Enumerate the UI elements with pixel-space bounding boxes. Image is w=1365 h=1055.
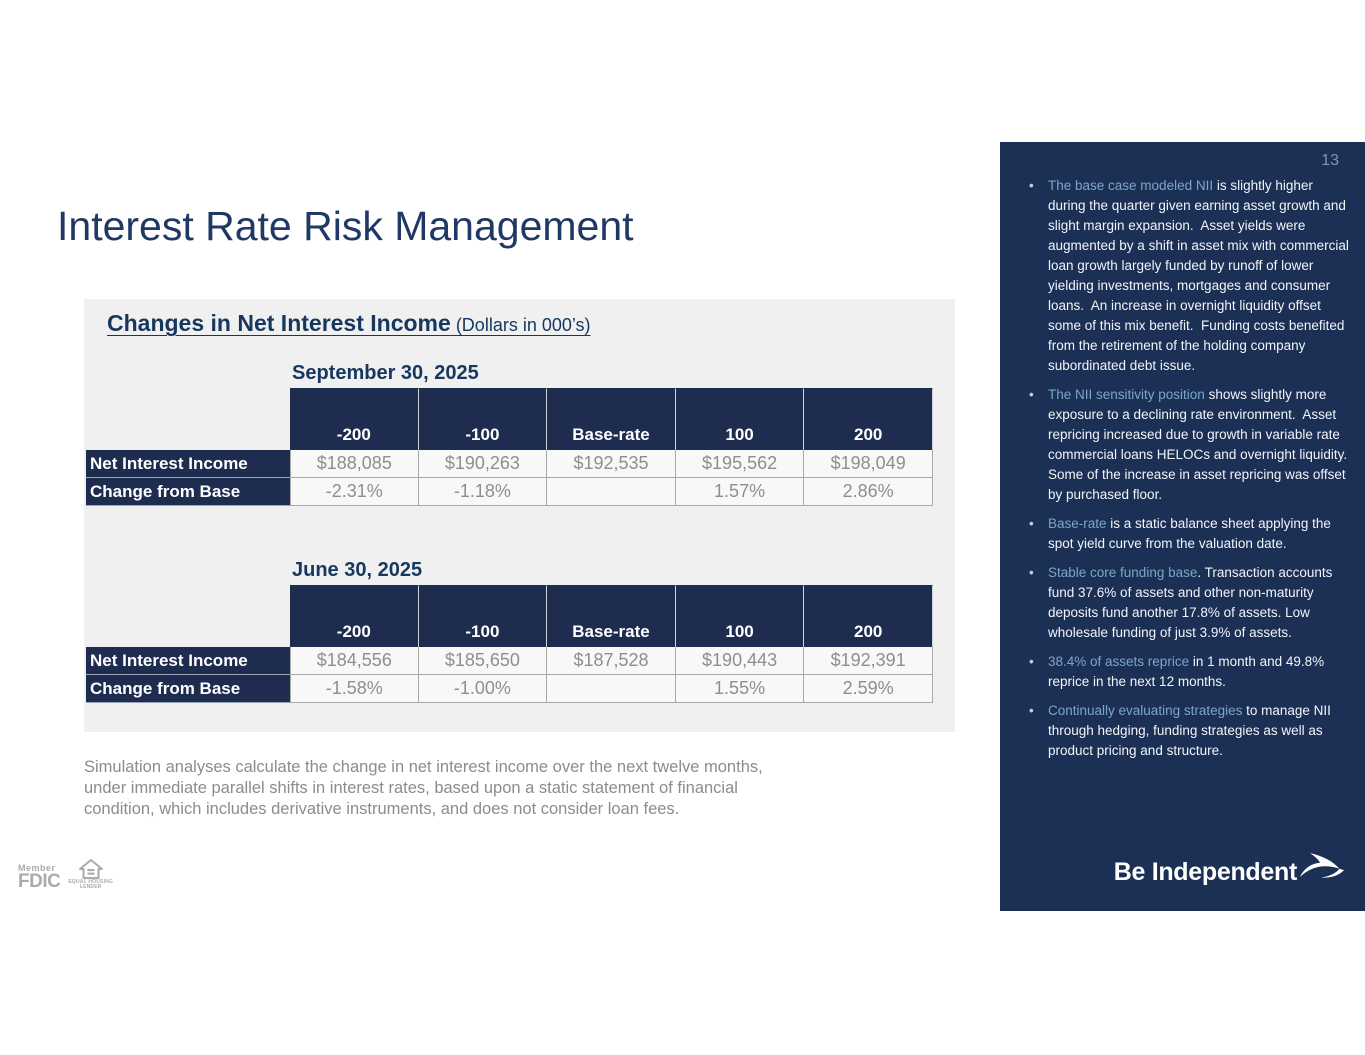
column-header: -200 bbox=[290, 388, 419, 450]
bullet-highlight: The base case modeled NII bbox=[1048, 178, 1214, 193]
equal-housing-lender-logo: EQUAL HOUSING LENDER bbox=[68, 858, 113, 890]
bullet-stable-core-funding: Stable core funding base. Transaction ac… bbox=[1029, 563, 1354, 643]
table-cell: -1.18% bbox=[418, 478, 548, 506]
table-cell: $198,049 bbox=[804, 450, 933, 478]
bullet-base-rate: Base-rate is a static balance sheet appl… bbox=[1029, 514, 1354, 554]
equal-housing-icon bbox=[78, 859, 103, 879]
table-september: -200 -100 Base-rate 100 200 Net Interest… bbox=[86, 388, 933, 506]
table-cell: 1.55% bbox=[675, 675, 805, 703]
fdic-label: FDIC bbox=[18, 871, 61, 892]
table-cell: -2.31% bbox=[290, 478, 419, 506]
equal-housing-label-1: EQUAL HOUSING bbox=[68, 879, 114, 885]
column-header: -100 bbox=[418, 388, 548, 450]
eagle-icon bbox=[1299, 852, 1345, 878]
panel-heading-suffix: (Dollars in 000’s) bbox=[450, 315, 591, 335]
table-date-september: September 30, 2025 bbox=[292, 362, 479, 384]
table-cell: $187,528 bbox=[547, 647, 676, 675]
nii-panel: Changes in Net Interest Income (Dollars … bbox=[84, 299, 955, 732]
table-cell: -1.58% bbox=[290, 675, 419, 703]
column-header: Base-rate bbox=[547, 388, 676, 450]
bullet-text: shows slightly more exposure to a declin… bbox=[1048, 387, 1355, 502]
bullet-text: to manage NII through hedging, funding s… bbox=[1048, 703, 1335, 758]
commentary-bullets: The base case modeled NII is slightly hi… bbox=[1029, 176, 1355, 770]
table-cell: $184,556 bbox=[290, 647, 419, 675]
row-label: Change from Base bbox=[86, 478, 290, 506]
member-fdic-logo: Member FDIC bbox=[18, 863, 61, 892]
bullet-text: . Transaction accounts fund 37.6% of ass… bbox=[1048, 565, 1337, 640]
column-header: Base-rate bbox=[547, 585, 676, 647]
brand-text: Be Independent bbox=[1113, 858, 1298, 886]
column-header: -200 bbox=[290, 585, 419, 647]
table-cell: $188,085 bbox=[290, 450, 419, 478]
table-cell: $192,535 bbox=[547, 450, 676, 478]
row-label: Net Interest Income bbox=[86, 647, 290, 675]
column-header: -100 bbox=[418, 585, 548, 647]
panel-heading-main: Changes in Net Interest Income bbox=[107, 310, 451, 336]
table-cell: 1.57% bbox=[675, 478, 805, 506]
panel-heading: Changes in Net Interest Income (Dollars … bbox=[107, 310, 591, 337]
table-date-june: June 30, 2025 bbox=[292, 559, 423, 581]
table-cell: 2.86% bbox=[804, 478, 933, 506]
bullet-highlight: Stable core funding base bbox=[1048, 565, 1198, 580]
table-corner bbox=[86, 388, 290, 450]
table-cell: -1.00% bbox=[418, 675, 548, 703]
bullet-asset-reprice: 38.4% of assets reprice in 1 month and 4… bbox=[1029, 652, 1354, 692]
table-cell bbox=[547, 675, 676, 703]
table-cell: $195,562 bbox=[675, 450, 805, 478]
page-number: 13 bbox=[1321, 152, 1339, 169]
column-header: 200 bbox=[804, 388, 933, 450]
table-cell: $190,443 bbox=[675, 647, 805, 675]
bullet-text: in 1 month and 49.8% reprice in the next… bbox=[1048, 654, 1328, 689]
table-cell: $192,391 bbox=[804, 647, 933, 675]
member-label: Member bbox=[18, 863, 56, 873]
bullet-nii-sensitivity: The NII sensitivity position shows sligh… bbox=[1029, 385, 1355, 505]
page-title: Interest Rate Risk Management bbox=[57, 203, 634, 249]
simulation-footnote: Simulation analyses calculate the change… bbox=[84, 758, 763, 818]
table-cell bbox=[547, 478, 676, 506]
be-independent-brand: Be Independent bbox=[1113, 852, 1345, 887]
table-cell: 2.59% bbox=[804, 675, 933, 703]
bullet-highlight: Continually evaluating strategies bbox=[1048, 703, 1243, 718]
commentary-sidebar: 13 The base case modeled NII is slightly… bbox=[1000, 142, 1365, 911]
column-header: 100 bbox=[675, 388, 805, 450]
column-header: 200 bbox=[804, 585, 933, 647]
bullet-highlight: Base-rate bbox=[1048, 516, 1107, 531]
bullet-strategies: Continually evaluating strategies to man… bbox=[1029, 701, 1354, 761]
equal-housing-label-2: LENDER bbox=[79, 884, 102, 890]
table-cell: $185,650 bbox=[418, 647, 548, 675]
row-label: Net Interest Income bbox=[86, 450, 290, 478]
row-label: Change from Base bbox=[86, 675, 290, 703]
bullet-highlight: 38.4% of assets reprice bbox=[1048, 654, 1190, 669]
bullet-base-case: The base case modeled NII is slightly hi… bbox=[1029, 176, 1354, 376]
bullet-highlight: The NII sensitivity position bbox=[1048, 387, 1205, 402]
table-corner bbox=[86, 585, 290, 647]
bullet-text: is a static balance sheet applying the s… bbox=[1048, 516, 1335, 551]
footer-logos: Member FDIC EQUAL HOUSING LENDER bbox=[18, 858, 113, 892]
column-header: 100 bbox=[675, 585, 805, 647]
bullet-text: is slightly higher during the quarter gi… bbox=[1048, 178, 1353, 373]
table-cell: $190,263 bbox=[418, 450, 548, 478]
table-june: -200 -100 Base-rate 100 200 Net Interest… bbox=[86, 585, 933, 703]
